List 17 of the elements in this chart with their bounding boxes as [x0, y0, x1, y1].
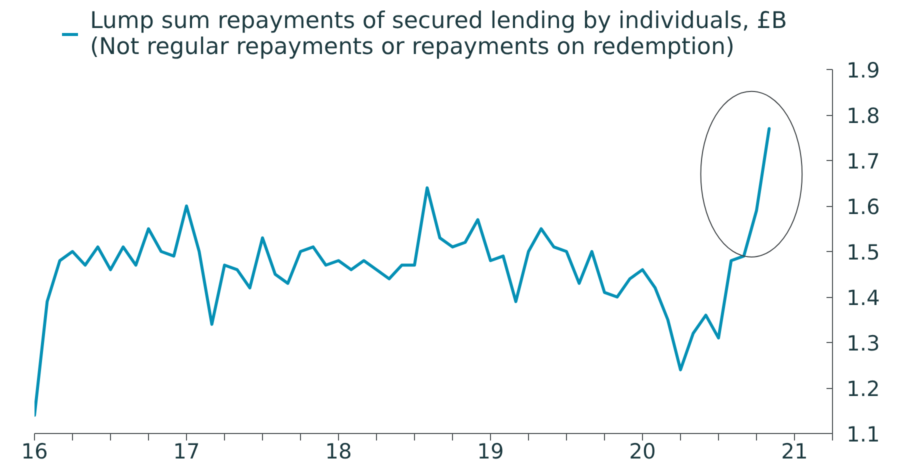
y-tick-label: 1.6 — [846, 195, 880, 219]
line-series — [34, 127, 771, 417]
y-tick-label: 1.3 — [846, 332, 880, 356]
y-tick-label: 1.8 — [846, 104, 880, 128]
x-tick-label: 20 — [629, 440, 656, 464]
x-tick-label: 17 — [173, 440, 200, 464]
y-tick-label: 1.7 — [846, 150, 880, 174]
y-tick-label: 1.9 — [846, 58, 880, 82]
y-tick-label: 1.2 — [846, 377, 880, 401]
x-tick-label: 21 — [781, 440, 808, 464]
y-tick-label: 1.1 — [846, 422, 880, 446]
y-tick-label: 1.4 — [846, 286, 880, 310]
y-tick-label: 1.5 — [846, 240, 880, 264]
legend-label: Lump sum repayments of secured lending by individuals, £B (Not regular repayments or repayments on redemption) — [90, 8, 788, 60]
x-tick-label: 18 — [325, 440, 352, 464]
x-tick-label: 16 — [21, 440, 48, 464]
x-tick-label: 19 — [477, 440, 504, 464]
